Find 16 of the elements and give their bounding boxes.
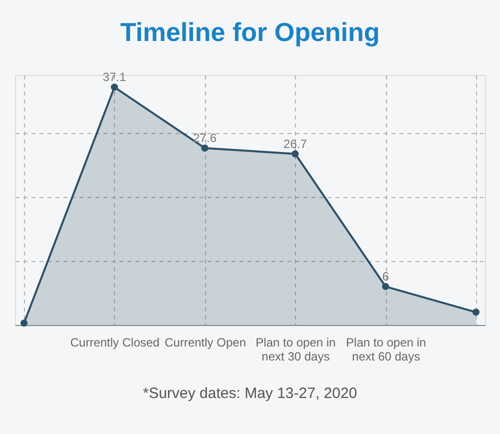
text: *Survey dates: May 13-27, 2020	[142, 385, 358, 402]
point	[382, 283, 390, 290]
x-tick-label: Currently Open	[164, 336, 246, 350]
x-tick-label: Currently Closed	[70, 336, 160, 350]
data-label: 6	[382, 270, 390, 284]
point	[20, 320, 28, 327]
point	[292, 150, 299, 158]
x-tick-label: Plan to open in next 60 days	[346, 336, 426, 364]
x-tick-label: Plan to open in next 30 days	[256, 336, 336, 364]
point	[472, 308, 480, 316]
chart-title: Timeline for Opening	[120, 17, 380, 48]
data-label: 26.7	[284, 136, 308, 151]
data-label: 37.1	[102, 70, 126, 84]
point	[110, 84, 118, 91]
data-label: 27.6	[193, 131, 217, 146]
point	[201, 144, 208, 152]
